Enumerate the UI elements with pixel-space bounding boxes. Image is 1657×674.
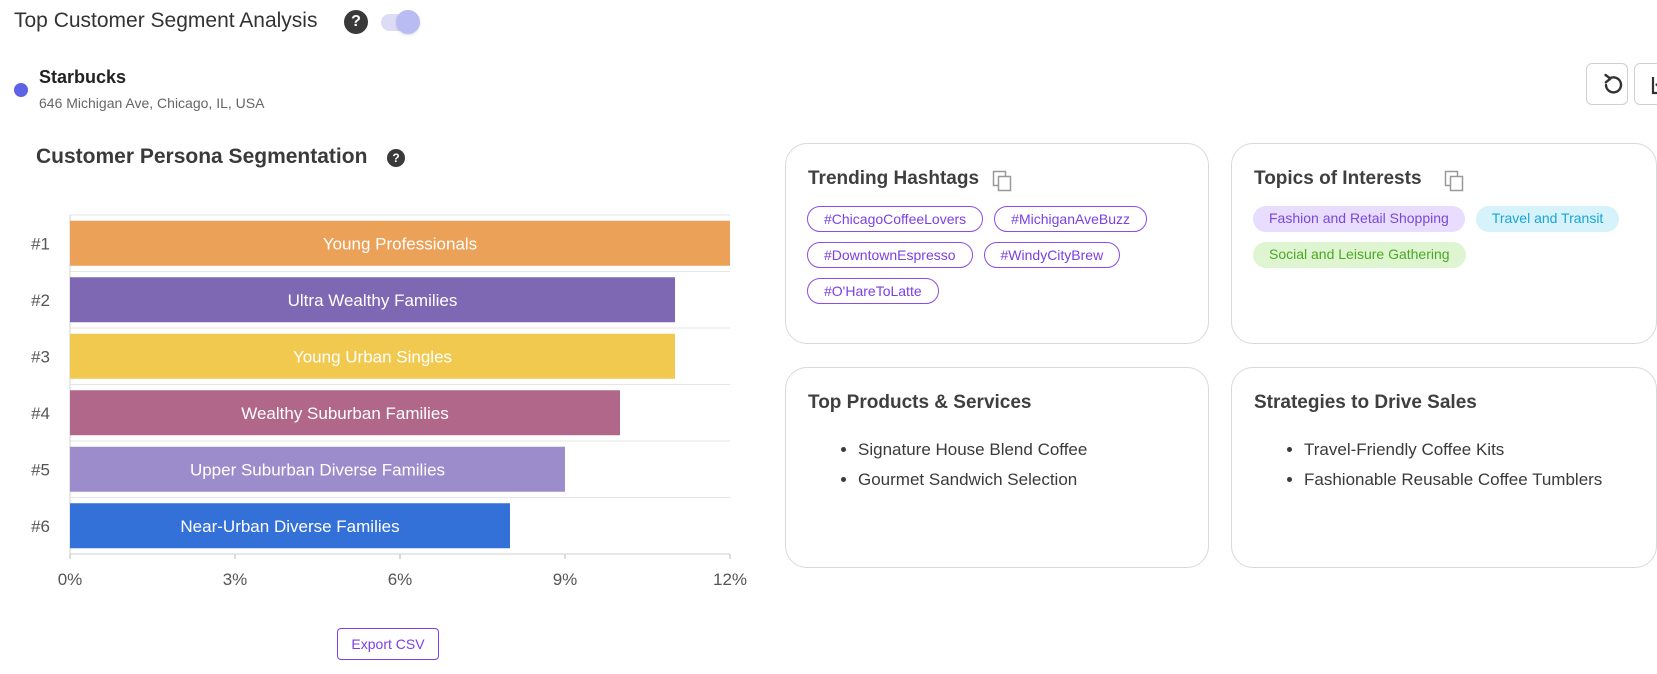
bar-2	[70, 277, 675, 323]
question-circle-icon[interactable]: ?	[387, 149, 405, 167]
top-products-card: Top Products & Services Signature House …	[785, 367, 1209, 568]
hashtag-tag[interactable]: #MichiganAveBuzz	[994, 206, 1147, 232]
x-tick-label: 9%	[553, 570, 578, 589]
topic-list: Fashion and Retail Shopping Travel and T…	[1253, 206, 1643, 268]
strategies-list: Travel-Friendly Coffee Kits Fashionable …	[1284, 440, 1602, 500]
chart-title: Customer Persona Segmentation	[36, 145, 368, 168]
list-item: Fashionable Reusable Coffee Tumblers	[1304, 470, 1602, 490]
refresh-icon	[1604, 73, 1623, 94]
card-title: Topics of Interests	[1254, 168, 1422, 189]
location-dot	[14, 83, 28, 97]
refresh-button[interactable]	[1586, 63, 1628, 105]
export-csv-button[interactable]: Export CSV	[337, 628, 439, 660]
copy-icon[interactable]	[992, 170, 1012, 192]
x-tick-label: 12%	[713, 570, 747, 589]
topic-tag[interactable]: Social and Leisure Gathering	[1253, 242, 1466, 268]
hashtag-tag[interactable]: #DowntownEspresso	[807, 242, 973, 268]
bar-3	[70, 333, 675, 379]
bar-5	[70, 446, 565, 492]
x-tick-label: 0%	[58, 570, 83, 589]
list-item: Gourmet Sandwich Selection	[858, 470, 1087, 490]
list-item: Travel-Friendly Coffee Kits	[1304, 440, 1602, 460]
trending-hashtags-card: Trending Hashtags #ChicagoCoffeeLovers #…	[785, 143, 1209, 344]
bar-label: Wealthy Suburban Families	[241, 404, 449, 423]
toggle-switch[interactable]	[381, 10, 420, 34]
card-title: Strategies to Drive Sales	[1254, 392, 1477, 413]
bar-4	[70, 390, 620, 436]
bar-label: Ultra Wealthy Families	[288, 291, 458, 310]
hashtag-tag[interactable]: #O'HareToLatte	[807, 278, 939, 304]
rank-label: #5	[31, 460, 50, 479]
hashtag-list: #ChicagoCoffeeLovers #MichiganAveBuzz #D…	[807, 206, 1197, 304]
persona-bar-chart: Young Professionals #1 Ultra Wealthy Famil…	[31, 214, 747, 589]
download-button[interactable]	[1634, 63, 1657, 105]
list-item: Signature House Blend Coffee	[858, 440, 1087, 460]
rank-label: #4	[31, 404, 50, 423]
rank-label: #6	[31, 517, 50, 536]
location-name: Starbucks	[39, 67, 127, 87]
bar-label: Upper Suburban Diverse Families	[190, 460, 445, 479]
hashtag-tag[interactable]: #WindyCityBrew	[983, 242, 1121, 268]
location-address: 646 Michigan Ave, Chicago, IL, USA	[39, 95, 265, 111]
question-circle-icon[interactable]: ?	[344, 10, 368, 34]
topics-of-interests-card: Topics of Interests Fashion and Retail S…	[1231, 143, 1657, 344]
bar-label: Near-Urban Diverse Families	[180, 517, 399, 536]
x-tick-label: 3%	[223, 570, 248, 589]
page-title: Top Customer Segment Analysis	[14, 9, 318, 32]
hashtag-tag[interactable]: #ChicagoCoffeeLovers	[807, 206, 984, 232]
topic-tag[interactable]: Travel and Transit	[1475, 206, 1620, 232]
strategies-card: Strategies to Drive Sales Travel-Friendl…	[1231, 367, 1657, 568]
card-title: Trending Hashtags	[808, 168, 980, 189]
products-list: Signature House Blend Coffee Gourmet San…	[838, 440, 1087, 500]
bar-label: Young Professionals	[323, 234, 477, 253]
copy-icon[interactable]	[1444, 170, 1464, 192]
bar-label: Young Urban Singles	[293, 347, 452, 366]
toggle-knob[interactable]	[396, 10, 420, 34]
download-icon	[1651, 77, 1657, 95]
x-tick-label: 6%	[388, 570, 413, 589]
rank-label: #1	[31, 234, 50, 253]
bar-1	[70, 220, 730, 266]
bar-6	[70, 503, 510, 549]
card-title: Top Products & Services	[808, 392, 1032, 413]
rank-label: #2	[31, 291, 50, 310]
topic-tag[interactable]: Fashion and Retail Shopping	[1253, 206, 1465, 232]
rank-label: #3	[31, 347, 50, 366]
